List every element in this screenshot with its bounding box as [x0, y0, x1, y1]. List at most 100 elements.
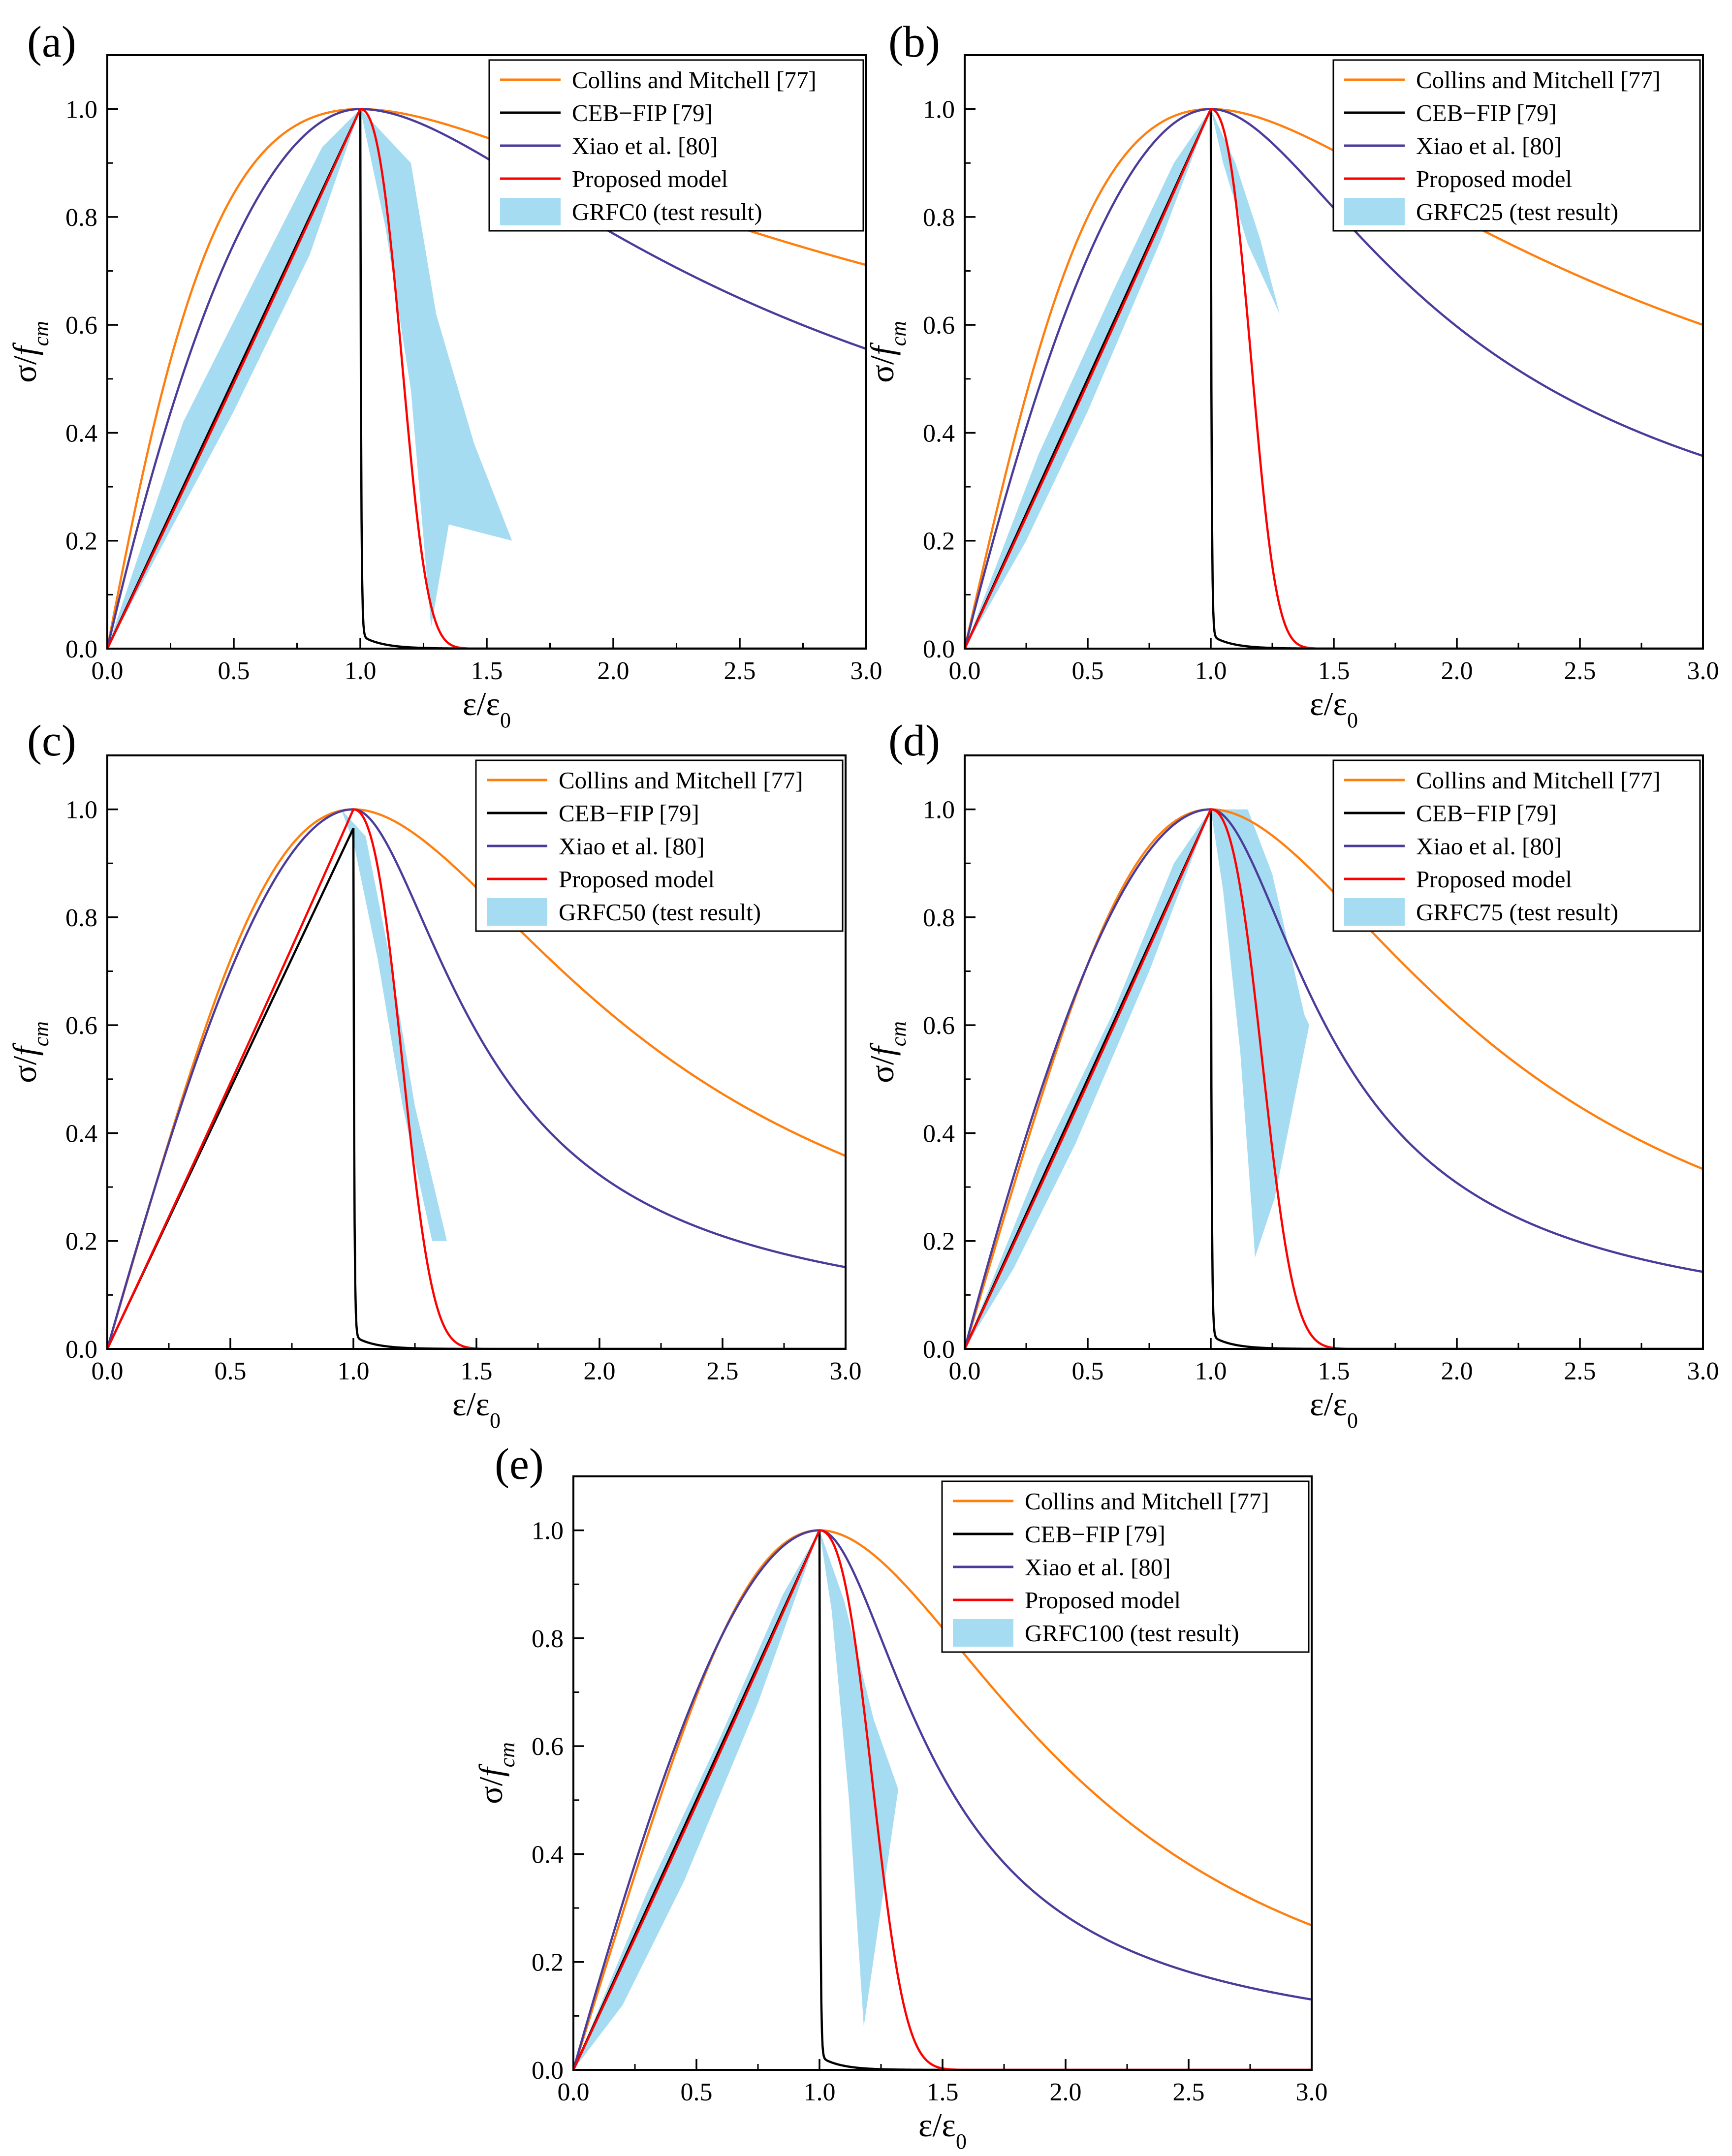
y-tick-label: 0.4: [65, 1120, 97, 1148]
legend-entry-label: Proposed model: [1416, 165, 1572, 192]
legend-entry-label: Collins and Mitchell [77]: [1025, 1488, 1269, 1515]
x-tick-label: 2.0: [584, 1357, 616, 1385]
panel-label: (b): [888, 18, 940, 66]
y-tick-label: 0.2: [923, 528, 955, 556]
x-tick-label: 1.0: [1195, 657, 1227, 685]
x-tick-label: 0.5: [215, 1357, 247, 1385]
y-tick-label: 0.6: [532, 1733, 564, 1761]
chart-panel-b: (b) 0.0 0.5 1.0 1.5 2.0 2.5 3.0 0.0 0.2 0.4 0.6 0.8 1…: [863, 18, 1719, 732]
x-tick-label: 1.0: [345, 657, 377, 685]
x-tick-label: 0.5: [681, 2078, 713, 2106]
x-tick-label: 1.0: [338, 1357, 370, 1385]
x-tick-label: 2.5: [724, 657, 756, 685]
series-line-xiao: [107, 108, 866, 649]
x-axis-label: ε/ε0: [463, 685, 511, 732]
x-tick-label: 1.5: [1318, 1357, 1350, 1385]
legend-entry-label: CEB−FIP [79]: [1416, 800, 1557, 827]
legend-entry-label: CEB−FIP [79]: [572, 99, 713, 126]
legend-entry-label: Proposed model: [1416, 866, 1572, 893]
y-axis-label: σ/fcm: [6, 1021, 53, 1083]
series-line-xiao: [573, 1529, 1312, 2070]
y-tick-label: 0.6: [65, 312, 97, 340]
legend-entry-label: Xiao et al. [80]: [1025, 1554, 1171, 1581]
legend-entry-label: Proposed model: [559, 866, 715, 893]
panel-label: (e): [495, 1440, 544, 1489]
y-axis-label: σ/fcm: [472, 1742, 519, 1804]
x-tick-label: 1.0: [1195, 1357, 1227, 1385]
x-axis-label: ε/ε0: [918, 2106, 967, 2154]
legend-entry-label: Xiao et al. [80]: [559, 833, 705, 860]
test-result-band: [573, 1530, 898, 2070]
legend-swatch-band: [1344, 898, 1405, 926]
x-tick-label: 0.5: [218, 657, 250, 685]
x-tick-label: 1.5: [471, 657, 503, 685]
y-tick-label: 0.0: [923, 1336, 955, 1364]
y-tick-label: 1.0: [65, 96, 97, 124]
chart-panel-e: (e) 0.0 0.5 1.0 1.5 2.0 2.5 3.0 0.0 0.2 0.4 0.6 0.8 1…: [472, 1440, 1328, 2154]
legend-entry-label: Collins and Mitchell [77]: [559, 767, 803, 794]
x-tick-label: 3.0: [1296, 2078, 1328, 2106]
x-axis-label: ε/ε0: [452, 1385, 501, 1433]
legend-entry-label: Xiao et al. [80]: [1416, 833, 1562, 860]
series-line-proposed: [107, 108, 866, 649]
y-tick-label: 0.6: [923, 1012, 955, 1040]
x-tick-label: 1.5: [927, 2078, 959, 2106]
legend-entry-label: Proposed model: [572, 165, 728, 192]
x-tick-label: 2.0: [598, 657, 630, 685]
series-line-xiao: [107, 808, 846, 1349]
panel-label: (c): [27, 717, 76, 765]
legend-entry-label: CEB−FIP [79]: [1416, 99, 1557, 126]
legend-entry-label: Xiao et al. [80]: [572, 132, 718, 159]
y-tick-label: 0.4: [532, 1841, 564, 1869]
legend-entry-label: GRFC50 (test result): [559, 899, 761, 926]
x-tick-label: 0.0: [558, 2078, 590, 2106]
y-tick-label: 0.4: [923, 1120, 955, 1148]
chart-panel-c: (c) 0.0 0.5 1.0 1.5 2.0 2.5 3.0 0.0 0.2 0.4 0.6 0.8 1…: [6, 717, 862, 1433]
series-line-proposed: [965, 108, 1703, 649]
y-tick-label: 0.0: [65, 635, 97, 663]
legend-swatch-band: [1344, 198, 1405, 225]
y-axis-label: σ/fcm: [863, 1021, 911, 1083]
y-tick-label: 0.4: [923, 419, 955, 447]
y-tick-label: 1.0: [532, 1517, 564, 1545]
y-tick-label: 0.0: [65, 1336, 97, 1364]
y-tick-label: 0.0: [923, 635, 955, 663]
y-tick-label: 0.8: [923, 904, 955, 932]
x-tick-label: 2.5: [1564, 657, 1596, 685]
legend-entry-label: GRFC75 (test result): [1416, 899, 1618, 926]
y-tick-label: 0.8: [65, 204, 97, 232]
legend-entry-label: CEB−FIP [79]: [559, 800, 699, 827]
panel-label: (a): [27, 18, 76, 66]
x-tick-label: 2.0: [1050, 2078, 1082, 2106]
legend-entry-label: GRFC0 (test result): [572, 198, 762, 225]
x-tick-label: 3.0: [830, 1357, 862, 1385]
x-tick-label: 2.5: [1564, 1357, 1596, 1385]
y-tick-label: 0.8: [65, 904, 97, 932]
y-tick-label: 0.2: [923, 1228, 955, 1256]
x-tick-label: 1.5: [461, 1357, 493, 1385]
legend-entry-label: CEB−FIP [79]: [1025, 1521, 1165, 1548]
legend-entry-label: Collins and Mitchell [77]: [572, 66, 817, 94]
y-tick-label: 0.6: [923, 312, 955, 340]
x-tick-label: 2.0: [1441, 1357, 1473, 1385]
y-tick-label: 0.2: [532, 1949, 564, 1977]
y-tick-label: 1.0: [923, 96, 955, 124]
x-tick-label: 0.0: [92, 1357, 124, 1385]
y-tick-label: 0.4: [65, 419, 97, 447]
test-result-band: [107, 109, 512, 649]
x-tick-label: 0.0: [949, 657, 981, 685]
y-tick-label: 1.0: [923, 796, 955, 824]
x-tick-label: 0.0: [949, 1357, 981, 1385]
y-tick-label: 0.0: [532, 2057, 564, 2085]
x-axis-label: ε/ε0: [1310, 1385, 1358, 1433]
chart-panel-d: (d) 0.0 0.5 1.0 1.5 2.0 2.5 3.0 0.0 0.2 0.4 0.6 0.8 1…: [863, 717, 1719, 1433]
x-tick-label: 2.5: [707, 1357, 739, 1385]
y-tick-label: 0.2: [65, 528, 97, 556]
x-axis-label: ε/ε0: [1310, 685, 1358, 732]
test-result-band: [965, 809, 1309, 1349]
test-result-band: [341, 809, 447, 1241]
legend-entry-label: Proposed model: [1025, 1587, 1181, 1614]
x-tick-label: 1.5: [1318, 657, 1350, 685]
panel-label: (d): [888, 717, 940, 765]
